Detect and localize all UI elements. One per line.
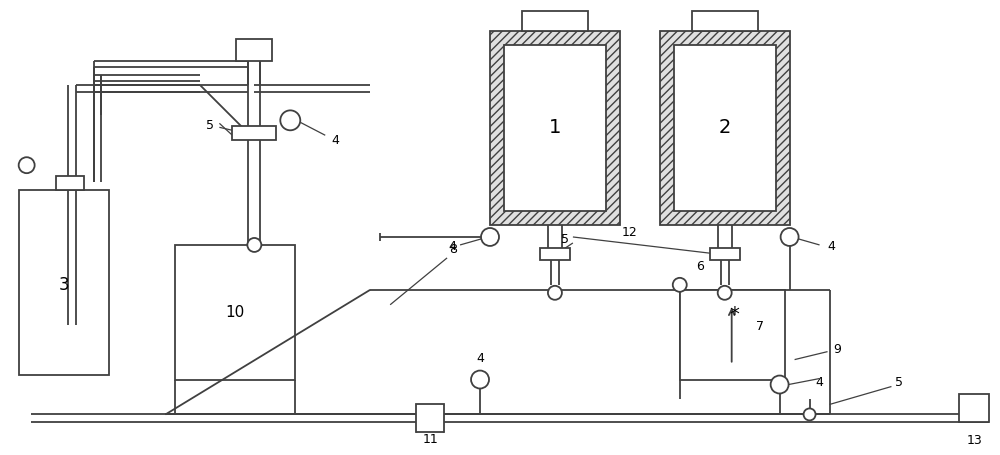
Text: 4: 4 (816, 376, 823, 389)
Text: 5: 5 (895, 376, 903, 389)
Text: 5: 5 (206, 119, 214, 132)
Bar (680, 290, 785, 379)
Text: 3: 3 (58, 276, 69, 294)
Text: 11: 11 (422, 433, 438, 446)
Circle shape (673, 278, 687, 292)
Circle shape (548, 286, 562, 300)
Bar (674, 45, 776, 211)
Bar (490, 30, 620, 225)
Text: 1: 1 (549, 118, 561, 137)
Bar (710, 248, 740, 260)
Text: 2: 2 (718, 118, 731, 137)
Text: 5: 5 (561, 233, 569, 247)
Bar (959, 394, 989, 422)
Circle shape (280, 111, 300, 130)
Bar (416, 404, 444, 432)
Circle shape (471, 370, 489, 389)
Bar (175, 245, 295, 379)
Circle shape (804, 409, 816, 420)
Text: 8: 8 (449, 243, 457, 257)
Bar (692, 10, 758, 30)
Circle shape (781, 228, 799, 246)
Bar (504, 45, 606, 211)
Bar (540, 248, 570, 260)
Bar (236, 39, 272, 61)
Text: 4: 4 (828, 240, 835, 253)
Text: 9: 9 (834, 343, 841, 356)
Circle shape (19, 157, 35, 173)
Circle shape (771, 375, 789, 394)
Text: *: * (730, 305, 740, 324)
Bar (522, 10, 588, 30)
Text: 4: 4 (448, 240, 456, 253)
Bar (56, 176, 84, 190)
Bar (19, 190, 109, 374)
Text: 4: 4 (331, 134, 339, 147)
Bar (504, 45, 606, 211)
Text: 4: 4 (476, 352, 484, 365)
Bar (660, 30, 790, 225)
Text: 7: 7 (756, 320, 764, 333)
Circle shape (247, 238, 261, 252)
Bar (232, 126, 276, 140)
Text: 13: 13 (966, 434, 982, 447)
Circle shape (481, 228, 499, 246)
Bar (674, 45, 776, 211)
Circle shape (718, 286, 732, 300)
Text: 10: 10 (226, 305, 245, 320)
Text: 12: 12 (622, 227, 638, 239)
Text: 6: 6 (696, 260, 704, 273)
